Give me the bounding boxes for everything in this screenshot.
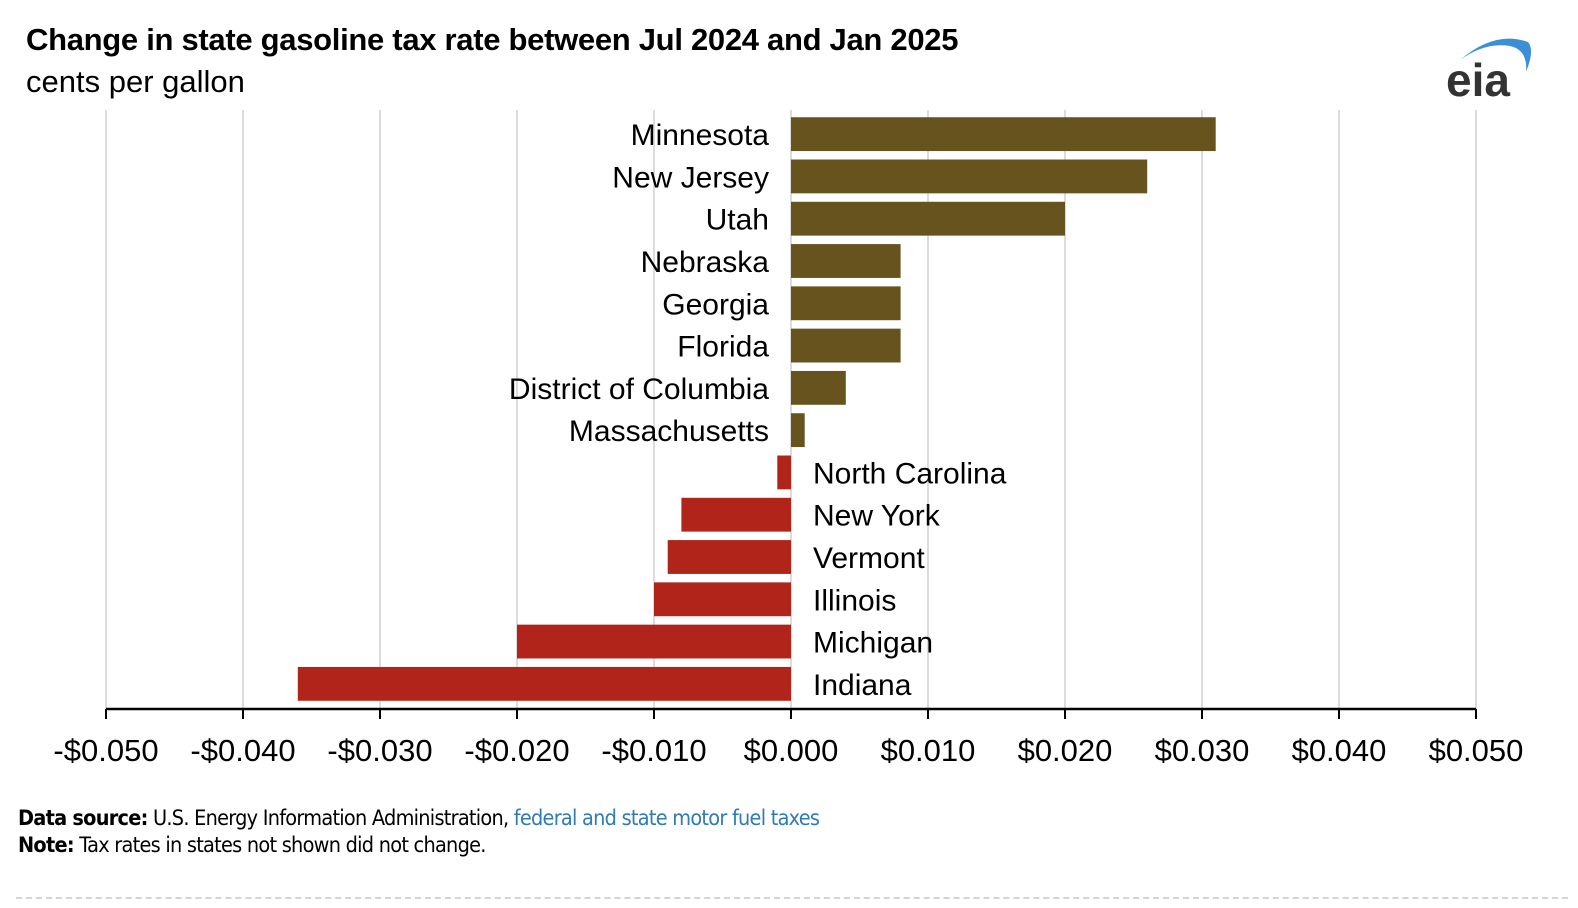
x-tick-label: -$0.050 (53, 733, 158, 768)
chart-title: Change in state gasoline tax rate betwee… (26, 22, 959, 57)
category-label: Florida (677, 331, 769, 364)
bar-michigan (517, 624, 791, 659)
category-label: Minnesota (631, 119, 770, 152)
bar-massachusetts (791, 413, 805, 448)
data-source-label: Data source: (18, 806, 148, 830)
eia-logo-arc-icon (1460, 38, 1532, 72)
category-label: New York (813, 500, 941, 533)
bar-utah (791, 201, 1065, 236)
note-text: Tax rates in states not shown did not ch… (73, 833, 486, 857)
bar-illinois (654, 582, 791, 617)
category-label: Illinois (813, 584, 896, 617)
bar-new-york (681, 497, 791, 532)
category-label: Vermont (813, 542, 925, 575)
note-label: Note: (18, 833, 75, 857)
bar-indiana (297, 666, 791, 701)
category-label: Massachusetts (569, 415, 769, 448)
bar-vermont (667, 540, 791, 574)
category-label: Michigan (813, 627, 933, 660)
x-tick-label: $0.050 (1429, 733, 1524, 768)
bar-florida (791, 328, 901, 363)
data-source-line: Data source: U.S. Energy Information Adm… (18, 806, 820, 830)
category-label: District of Columbia (509, 373, 769, 406)
x-tick-label: $0.020 (1018, 733, 1113, 768)
category-label: Utah (706, 204, 769, 237)
x-tick-label: $0.040 (1292, 733, 1387, 768)
eia-logo-text: eia (1446, 54, 1510, 105)
bar-north-carolina (777, 455, 791, 490)
x-tick-label: -$0.010 (601, 733, 706, 768)
bar-nebraska (791, 244, 901, 278)
bar-district-of-columbia (791, 370, 846, 405)
x-tick-label: $0.010 (881, 733, 976, 768)
x-axis: -$0.050 -$0.040 -$0.030 -$0.020 -$0.010 $0.00… (53, 707, 1524, 768)
note-line: Note: Tax rates in states not shown did … (18, 833, 486, 857)
data-source-link[interactable]: federal and state motor fuel taxes (513, 806, 820, 830)
x-tick-label: -$0.040 (190, 733, 295, 768)
bar-minnesota (791, 117, 1216, 152)
category-label: Nebraska (641, 246, 770, 279)
bar-new-jersey (791, 159, 1148, 194)
category-label: Georgia (662, 288, 769, 321)
x-tick-label: $0.000 (744, 733, 839, 768)
eia-logo: eia (1446, 38, 1532, 105)
bar-chart: Minnesota New Jersey Utah Nebraska Georgia Fl… (53, 110, 1524, 768)
x-tick-label: -$0.030 (327, 733, 432, 768)
x-tick-label: $0.030 (1155, 733, 1250, 768)
category-label: New Jersey (612, 161, 769, 194)
grid-lines (105, 110, 1477, 709)
category-label: Indiana (813, 669, 912, 702)
footer-divider (16, 897, 1568, 899)
category-labels: Minnesota New Jersey Utah Nebraska Georgia Fl… (509, 119, 1007, 702)
bar-georgia (791, 286, 901, 321)
data-source-text: U.S. Energy Information Administration, (147, 806, 514, 830)
category-label: North Carolina (813, 457, 1007, 490)
bars (297, 117, 1216, 701)
x-tick-label: -$0.020 (464, 733, 569, 768)
chart-subtitle: cents per gallon (26, 64, 245, 99)
